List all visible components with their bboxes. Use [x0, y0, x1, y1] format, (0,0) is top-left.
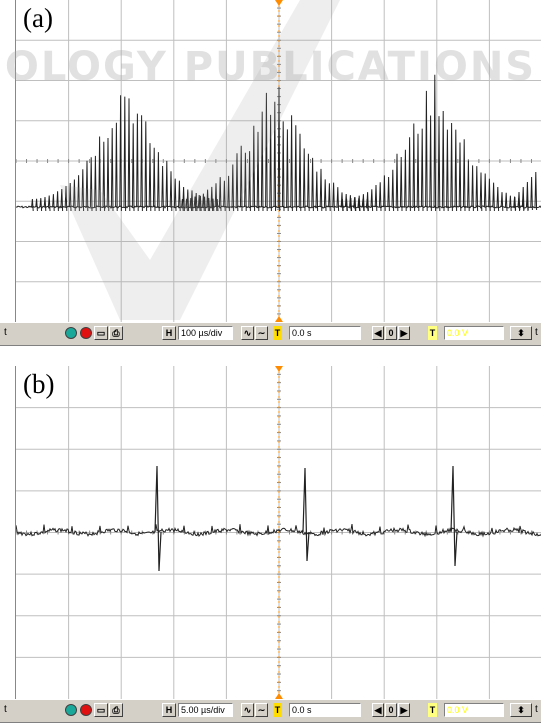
trigger-level-marker-a: T	[428, 326, 437, 340]
trigger-time-field-b[interactable]: 0.0 s	[289, 703, 361, 717]
timebase-field-a[interactable]: 100 µs/div	[178, 326, 233, 340]
trigger-level-field-a[interactable]: 0.0 V	[444, 326, 504, 340]
panel-label-a: (a)	[21, 2, 55, 34]
trigger-level-field-b[interactable]: 0.0 V	[444, 703, 504, 717]
rising-edge-icon-b[interactable]: ∿	[241, 703, 254, 717]
scope-b-trigger-top-marker	[275, 366, 283, 372]
printer-icon-b[interactable]: ⎙	[109, 703, 123, 717]
position-center-button-a[interactable]: 0	[385, 326, 397, 340]
position-center-button-b[interactable]: 0	[385, 703, 397, 717]
trigger-time-marker-a: T	[273, 326, 282, 340]
stop-button-b[interactable]	[80, 704, 92, 716]
edge-marker-right-b: t	[535, 704, 538, 715]
scroll-right-button-a[interactable]: ▶	[398, 326, 410, 340]
horizontal-button-a[interactable]: H	[162, 326, 176, 340]
scope-a-trigger-top-marker	[275, 0, 283, 6]
spike-b-1	[154, 465, 162, 572]
run-button-b[interactable]	[65, 704, 77, 716]
scope-a-trigger-bottom-marker	[275, 316, 283, 322]
scroll-left-button-a[interactable]: ◀	[372, 326, 384, 340]
spike-burst-a-3	[341, 74, 529, 212]
panel-label-b: (b)	[21, 368, 57, 400]
edge-marker-right-a: t	[535, 327, 538, 338]
printer-icon-a[interactable]: ⎙	[109, 326, 123, 340]
spike-burst-a-tail	[513, 171, 538, 211]
scope-screen-b: (b)	[15, 366, 541, 699]
scroll-right-button-b[interactable]: ▶	[398, 703, 410, 717]
scope-toolbar-b: t ▭ ⎙ H 5.00 µs/div ∿ ∼ T 0.0 s ◀ 0 ▶ T …	[0, 699, 541, 723]
horizontal-button-b[interactable]: H	[162, 703, 176, 717]
run-button-a[interactable]	[65, 327, 77, 339]
level-spinner-b[interactable]: ⬍	[510, 703, 532, 717]
timebase-field-b[interactable]: 5.00 µs/div	[178, 703, 233, 717]
scope-b-trigger-bottom-marker	[275, 693, 283, 699]
level-spinner-a[interactable]: ⬍	[510, 326, 532, 340]
trigger-time-marker-b: T	[273, 703, 282, 717]
spike-burst-a-2	[181, 86, 369, 212]
waveform-display-a	[16, 0, 541, 322]
trigger-level-marker-b: T	[428, 703, 437, 717]
scope-screen-a: (a)	[15, 0, 541, 322]
spike-b-2	[302, 467, 310, 562]
scope-toolbar-a: t ▭ ⎙ H 100 µs/div ∿ ∼ T 0.0 s ◀ 0 ▶ T 0…	[0, 322, 541, 346]
scroll-left-button-b[interactable]: ◀	[372, 703, 384, 717]
falling-edge-icon-a[interactable]: ∼	[255, 326, 268, 340]
channel-marker-b: t	[4, 704, 7, 715]
trigger-time-field-a[interactable]: 0.0 s	[289, 326, 361, 340]
spike-b-3	[450, 465, 458, 567]
export-icon-a[interactable]: ▭	[94, 326, 108, 340]
falling-edge-icon-b[interactable]: ∼	[255, 703, 268, 717]
stop-button-a[interactable]	[80, 327, 92, 339]
scope-panel-a: (a) OLOGY PUBLICATIONS t ▭ ⎙ H 100 µs/di…	[0, 0, 541, 346]
scope-panel-b: (b) t ▭ ⎙ H 5.00 µs/div ∿ ∼ T 0.0 s ◀ 0 …	[0, 366, 541, 723]
channel-marker-a: t	[4, 327, 7, 338]
export-icon-b[interactable]: ▭	[94, 703, 108, 717]
waveform-display-b	[16, 366, 541, 699]
rising-edge-icon-a[interactable]: ∿	[241, 326, 254, 340]
spike-burst-a-1	[31, 95, 219, 212]
